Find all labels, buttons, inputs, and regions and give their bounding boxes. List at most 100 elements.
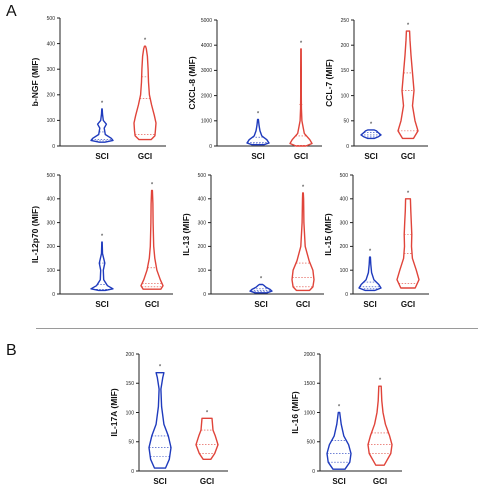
significance-star: * bbox=[101, 234, 104, 240]
y-tick-label: 150 bbox=[341, 68, 350, 74]
violin-plot-b-ngf: 0 100 200 300 400 500 b-NGF (MIF) * SCI * GCI bbox=[30, 16, 166, 161]
y-tick-label: 0 bbox=[345, 292, 348, 298]
y-tick-label: 150 bbox=[126, 381, 135, 387]
y-tick-label: 400 bbox=[47, 41, 56, 47]
violin-gci bbox=[133, 45, 157, 141]
x-category-label: GCI bbox=[373, 477, 387, 486]
x-category-label: SCI bbox=[363, 300, 376, 309]
x-category-label: GCI bbox=[145, 300, 159, 309]
significance-star: * bbox=[407, 191, 410, 197]
violin-plot-il-15: 0 100 200 300 400 500 IL-15 (MIF) * SCI * GCI bbox=[323, 173, 429, 309]
significance-star: * bbox=[206, 410, 209, 416]
y-tick-label: 400 bbox=[198, 197, 207, 203]
y-tick-label: 400 bbox=[47, 197, 56, 203]
y-tick-label: 500 bbox=[340, 173, 349, 179]
violin-plot-ccl-7: 0 50 100 150 200 250 CCL-7 (MIF) * SCI * GCI bbox=[324, 18, 428, 161]
significance-star: * bbox=[302, 185, 305, 191]
x-category-label: SCI bbox=[254, 300, 267, 309]
x-category-label: SCI bbox=[332, 477, 345, 486]
y-axis-title: IL-12p70 (MIF) bbox=[30, 206, 40, 263]
y-tick-label: 0 bbox=[346, 144, 349, 150]
y-tick-label: 500 bbox=[47, 173, 56, 179]
y-tick-label: 0 bbox=[209, 144, 212, 150]
y-tick-label: 200 bbox=[47, 93, 56, 99]
significance-star: * bbox=[369, 249, 372, 255]
violin-gci bbox=[291, 192, 315, 292]
x-category-label: GCI bbox=[200, 477, 214, 486]
y-tick-label: 300 bbox=[47, 67, 56, 73]
violin-sci bbox=[90, 108, 114, 143]
violin-gci bbox=[397, 30, 419, 140]
y-tick-label: 1000 bbox=[201, 119, 212, 125]
violin-sci bbox=[246, 118, 270, 146]
violin-sci bbox=[249, 283, 273, 294]
significance-star: * bbox=[159, 365, 162, 371]
x-category-label: GCI bbox=[294, 152, 308, 161]
violin-plot-il-12p70: 0 100 200 300 400 500 IL-12p70 (MIF) * SCI * GCI bbox=[30, 173, 173, 309]
x-category-label: GCI bbox=[138, 152, 152, 161]
panel-label-a: A bbox=[6, 3, 17, 20]
significance-star: * bbox=[300, 41, 303, 47]
significance-star: * bbox=[260, 276, 263, 282]
y-tick-label: 200 bbox=[126, 352, 135, 358]
y-axis-title: IL-15 (MIF) bbox=[323, 213, 333, 256]
y-tick-label: 4000 bbox=[201, 43, 212, 49]
y-tick-label: 0 bbox=[312, 469, 315, 475]
significance-star: * bbox=[151, 182, 154, 188]
x-category-label: SCI bbox=[95, 300, 108, 309]
significance-star: * bbox=[407, 23, 410, 29]
y-axis-title: IL-16 (MIF) bbox=[290, 391, 300, 434]
y-tick-label: 500 bbox=[47, 16, 56, 22]
y-tick-label: 300 bbox=[340, 220, 349, 226]
significance-star: * bbox=[370, 122, 373, 128]
y-tick-label: 100 bbox=[47, 118, 56, 124]
y-axis-title: b-NGF (MIF) bbox=[30, 58, 40, 107]
violin-plot-il-13: 0 100 200 300 400 500 IL-13 (MIF) * SCI * GCI bbox=[181, 173, 324, 309]
x-category-label: SCI bbox=[364, 152, 377, 161]
violin-gci bbox=[140, 189, 164, 290]
y-tick-label: 50 bbox=[128, 440, 134, 446]
significance-star: * bbox=[379, 378, 382, 384]
x-category-label: SCI bbox=[153, 477, 166, 486]
significance-star: * bbox=[144, 38, 147, 44]
y-tick-label: 500 bbox=[198, 173, 207, 179]
x-category-label: GCI bbox=[401, 152, 415, 161]
y-tick-label: 5000 bbox=[201, 18, 212, 24]
significance-star: * bbox=[257, 112, 260, 118]
x-category-label: SCI bbox=[95, 152, 108, 161]
y-tick-label: 500 bbox=[307, 440, 316, 446]
violin-sci bbox=[326, 411, 352, 470]
x-category-label: GCI bbox=[401, 300, 415, 309]
y-tick-label: 200 bbox=[47, 244, 56, 250]
violin-plot-il-16: 0 500 1000 1500 2000 IL-16 (MIF) * SCI * GCI bbox=[290, 352, 402, 486]
panel-label-b: B bbox=[6, 342, 17, 359]
significance-star: * bbox=[338, 405, 341, 411]
y-tick-label: 3000 bbox=[201, 68, 212, 74]
violin-sci bbox=[358, 256, 382, 292]
y-tick-label: 1000 bbox=[304, 410, 315, 416]
y-tick-label: 100 bbox=[47, 268, 56, 274]
y-tick-label: 200 bbox=[198, 244, 207, 250]
y-tick-label: 400 bbox=[340, 197, 349, 203]
y-tick-label: 100 bbox=[198, 268, 207, 274]
violin-sci bbox=[148, 372, 172, 469]
y-tick-label: 100 bbox=[126, 410, 135, 416]
significance-star: * bbox=[101, 101, 104, 107]
violin-plot-il-17a: 0 50 100 150 200 IL-17A (MIF) * SCI * GCI bbox=[109, 352, 228, 486]
violin-gci bbox=[367, 385, 393, 466]
y-axis-title: IL-17A (MIF) bbox=[109, 388, 119, 436]
y-tick-label: 200 bbox=[340, 244, 349, 250]
y-tick-label: 1500 bbox=[304, 381, 315, 387]
y-tick-label: 0 bbox=[52, 292, 55, 298]
violin-sci bbox=[90, 241, 114, 292]
panel-divider bbox=[36, 328, 478, 329]
y-axis-title: CCL-7 (MIF) bbox=[324, 59, 334, 107]
y-tick-label: 250 bbox=[341, 18, 350, 24]
y-tick-label: 100 bbox=[340, 268, 349, 274]
y-axis-title: CXCL-8 (MIF) bbox=[187, 56, 197, 110]
y-tick-label: 2000 bbox=[201, 93, 212, 99]
y-tick-label: 300 bbox=[198, 220, 207, 226]
violin-gci bbox=[195, 417, 219, 461]
y-axis-title: IL-13 (MIF) bbox=[181, 213, 191, 256]
y-tick-label: 0 bbox=[52, 144, 55, 150]
